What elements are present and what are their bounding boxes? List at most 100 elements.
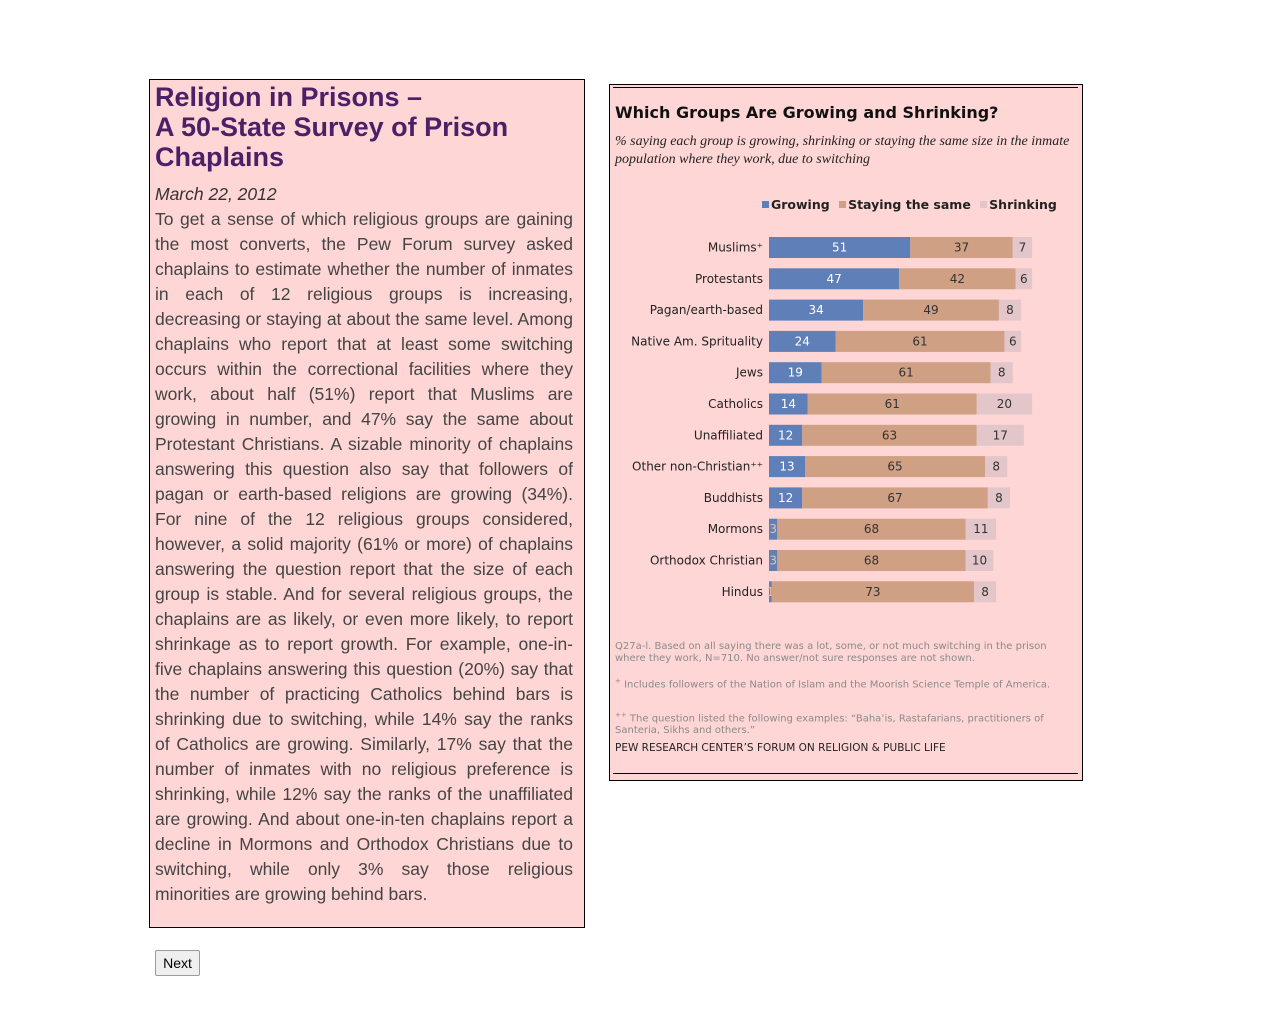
value-label-staying-the-same-other-non-christian: 65 bbox=[887, 460, 902, 474]
note-plusplus-text: The question listed the following exampl… bbox=[615, 713, 1044, 737]
bar-staying-the-same-mormons bbox=[777, 518, 966, 540]
chart-note-plusplus: ++ The question listed the following exa… bbox=[615, 709, 1077, 737]
value-label-shrinking-pagan-earth-based: 8 bbox=[1006, 303, 1014, 317]
bar-growing-native-am-sprituality bbox=[769, 330, 836, 352]
next-button[interactable]: Next bbox=[155, 950, 200, 976]
bar-growing-protestants bbox=[769, 268, 900, 290]
legend-swatch-shrinking bbox=[980, 201, 988, 208]
value-label-staying-the-same-mormons: 68 bbox=[864, 522, 879, 536]
chart-title: Which Groups Are Growing and Shrinking? bbox=[615, 103, 999, 122]
category-label-hindus: Hindus bbox=[722, 585, 763, 599]
legend-swatch-same bbox=[839, 201, 847, 208]
bar-staying-the-same-catholics bbox=[807, 393, 977, 415]
top-rule bbox=[613, 87, 1078, 88]
category-label-catholics: Catholics bbox=[708, 397, 763, 411]
value-label-growing-catholics: 14 bbox=[781, 397, 796, 411]
category-label-buddhists: Buddhists bbox=[704, 491, 763, 505]
legend-label-shrinking: Shrinking bbox=[989, 197, 1057, 212]
legend-growing: Growing bbox=[762, 197, 830, 212]
category-label-mormons: Mormons bbox=[708, 522, 763, 536]
bar-growing-muslims bbox=[769, 237, 911, 258]
value-label-growing-buddhists: 12 bbox=[778, 491, 793, 505]
chart-source: PEW RESEARCH CENTER’S FORUM ON RELIGION … bbox=[615, 742, 946, 754]
chart-note-plus: + Includes followers of the Nation of Is… bbox=[615, 675, 1077, 691]
bar-staying-the-same-native-am-sprituality bbox=[835, 330, 1005, 352]
category-label-orthodox-christian: Orthodox Christian bbox=[650, 554, 763, 568]
value-label-staying-the-same-muslims: 37 bbox=[954, 241, 969, 255]
note-plus-text: Includes followers of the Nation of Isla… bbox=[624, 679, 1051, 691]
bar-staying-the-same-hindus bbox=[771, 581, 974, 603]
bar-staying-the-same-unaffiliated bbox=[802, 424, 977, 446]
value-label-staying-the-same-hindus: 73 bbox=[865, 585, 880, 599]
bar-growing-jews bbox=[769, 362, 822, 384]
legend-shrinking: Shrinking bbox=[980, 197, 1057, 212]
value-label-shrinking-mormons: 11 bbox=[973, 522, 988, 536]
value-label-shrinking-orthodox-christian: 10 bbox=[972, 554, 987, 568]
value-label-shrinking-other-non-christian: 8 bbox=[992, 460, 1000, 474]
chart-note-base: Q27a-l. Based on all saying there was a … bbox=[615, 641, 1047, 664]
bar-shrinking-catholics bbox=[976, 393, 1033, 415]
value-label-growing-muslims: 51 bbox=[832, 241, 847, 255]
value-label-growing-unaffiliated: 12 bbox=[778, 428, 793, 442]
article-panel: Religion in Prisons – A 50-State Survey … bbox=[149, 79, 585, 928]
category-label-other-non-christian: Other non-Christian⁺⁺ bbox=[632, 460, 763, 474]
bar-growing-catholics bbox=[769, 393, 808, 415]
category-label-jews: Jews bbox=[735, 366, 763, 380]
value-label-shrinking-unaffiliated: 17 bbox=[993, 428, 1008, 442]
note-plusplus-marker: ++ bbox=[615, 711, 627, 719]
bar-shrinking-unaffiliated bbox=[976, 424, 1024, 446]
value-label-growing-orthodox-christian: 3 bbox=[769, 554, 777, 568]
article-title: Religion in Prisons – A 50-State Survey … bbox=[155, 80, 573, 172]
value-label-shrinking-native-am-sprituality: 6 bbox=[1009, 334, 1017, 348]
legend-same: Staying the same bbox=[839, 197, 971, 212]
article-date: March 22, 2012 bbox=[155, 184, 277, 204]
value-label-staying-the-same-native-am-sprituality: 61 bbox=[912, 334, 927, 348]
bar-growing-buddhists bbox=[769, 487, 803, 509]
article-title-line2: A 50-State Survey of Prison bbox=[155, 112, 509, 142]
bar-growing-mormons bbox=[769, 518, 778, 540]
article-body: To get a sense of which religious groups… bbox=[155, 209, 573, 904]
value-label-growing-jews: 19 bbox=[788, 366, 803, 380]
value-label-growing-native-am-sprituality: 24 bbox=[795, 334, 810, 348]
bar-shrinking-buddhists bbox=[987, 487, 1010, 509]
bar-shrinking-jews bbox=[990, 362, 1013, 384]
value-label-growing-hindus: 1 bbox=[767, 585, 775, 599]
bar-growing-pagan-earth-based bbox=[769, 299, 864, 321]
bar-staying-the-same-jews bbox=[821, 362, 991, 384]
value-label-growing-mormons: 3 bbox=[769, 522, 777, 536]
legend-label-growing: Growing bbox=[771, 197, 830, 212]
bar-growing-other-non-christian bbox=[769, 456, 806, 478]
category-label-native-am-sprituality: Native Am. Sprituality bbox=[631, 334, 763, 348]
bar-shrinking-mormons bbox=[965, 518, 997, 540]
note-plus-marker: + bbox=[615, 677, 621, 685]
value-label-staying-the-same-buddhists: 67 bbox=[887, 491, 902, 505]
bar-growing-unaffiliated bbox=[769, 424, 803, 446]
value-label-staying-the-same-catholics: 61 bbox=[885, 397, 900, 411]
bar-shrinking-other-non-christian bbox=[985, 456, 1008, 478]
bar-staying-the-same-buddhists bbox=[802, 487, 988, 509]
bar-growing-hindus bbox=[769, 581, 772, 603]
bar-growing-orthodox-christian bbox=[769, 550, 778, 571]
article-title-line1: Religion in Prisons – bbox=[155, 82, 423, 112]
bar-staying-the-same-orthodox-christian bbox=[777, 550, 966, 571]
legend-label-same: Staying the same bbox=[848, 197, 971, 212]
bar-shrinking-orthodox-christian bbox=[965, 550, 994, 571]
bottom-rule bbox=[613, 773, 1078, 774]
bar-shrinking-pagan-earth-based bbox=[998, 299, 1022, 321]
value-label-growing-protestants: 47 bbox=[826, 272, 841, 286]
bar-staying-the-same-protestants bbox=[899, 268, 1016, 290]
category-label-protestants: Protestants bbox=[695, 272, 763, 286]
category-label-pagan-earth-based: Pagan/earth-based bbox=[650, 303, 763, 317]
bar-staying-the-same-other-non-christian bbox=[805, 456, 986, 478]
bar-shrinking-hindus bbox=[973, 581, 997, 603]
value-label-staying-the-same-pagan-earth-based: 49 bbox=[923, 303, 938, 317]
stacked-bar-chart: Muslims⁺ 51 37 7 Protestants 47 42 6 Pagan/earth… bbox=[631, 237, 1033, 603]
bar-staying-the-same-pagan-earth-based bbox=[863, 299, 999, 321]
value-label-staying-the-same-jews: 61 bbox=[898, 366, 913, 380]
chart-subtitle: % saying each group is growing, shrinkin… bbox=[615, 134, 1070, 167]
category-label-unaffiliated: Unaffiliated bbox=[694, 428, 763, 442]
chart-legend: Growing Staying the same Shrinking bbox=[762, 197, 1062, 212]
value-label-staying-the-same-orthodox-christian: 68 bbox=[864, 554, 879, 568]
value-label-shrinking-protestants: 6 bbox=[1020, 272, 1028, 286]
bar-shrinking-native-am-sprituality bbox=[1004, 330, 1022, 352]
